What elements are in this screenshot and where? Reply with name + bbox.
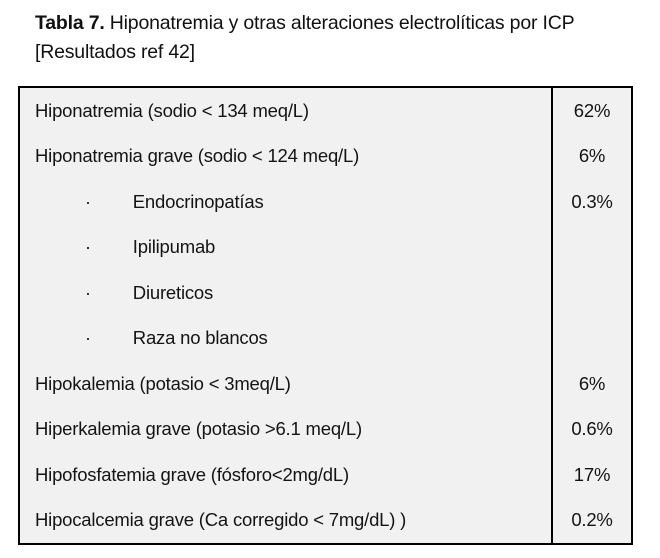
row-label-text: Raza no blancos (132, 327, 268, 349)
table-caption: Tabla 7. Hiponatremia y otras alteracion… (35, 9, 635, 67)
table-row: · Raza no blancos (20, 315, 631, 362)
row-value: 62% (551, 88, 631, 134)
row-label: Hipocalcemia grave (Ca corregido < 7mg/d… (20, 498, 551, 544)
table-row: Hipofosfatemia grave (fósforo<2mg/dL) 17… (20, 452, 631, 498)
row-label: Hiponatremia grave (sodio < 124 meq/L) (20, 134, 551, 180)
row-value: 6% (551, 133, 631, 179)
table-row: Hipokalemia (potasio < 3meq/L) 6% (20, 361, 631, 407)
table-row: · Diureticos (20, 270, 631, 316)
row-value (551, 224, 631, 270)
row-label: Hiponatremia (sodio < 134 meq/L) (20, 88, 551, 134)
table-row: · Ipilipumab (20, 224, 631, 271)
bullet-dot-icon: · (85, 191, 91, 212)
electrolyte-table: Hiponatremia (sodio < 134 meq/L) 62% Hip… (18, 86, 633, 545)
row-label: · Diureticos (20, 270, 551, 316)
row-label: · Endocrinopatías (20, 179, 551, 225)
row-label-text: Hiponatremia (sodio < 134 meq/L) (35, 99, 309, 121)
table-caption-number: Tabla 7. (35, 12, 105, 34)
bullet-dot-icon: · (85, 328, 91, 349)
row-value: 0.2% (551, 497, 631, 543)
table-caption-text: Hiponatremia y otras alteraciones electr… (35, 12, 575, 63)
row-label: Hipokalemia (potasio < 3meq/L) (20, 361, 551, 407)
row-label-text: Hipocalcemia grave (Ca corregido < 7mg/d… (35, 509, 407, 531)
row-value: 6% (551, 361, 631, 407)
row-value (551, 270, 631, 316)
row-label-text: Ipilipumab (132, 236, 216, 258)
bullet-dot-icon: · (85, 282, 91, 303)
row-label: · Ipilipumab (20, 225, 551, 271)
row-label-text: Hipofosfatemia grave (fósforo<2mg/dL) (35, 463, 349, 485)
row-label: Hipofosfatemia grave (fósforo<2mg/dL) (20, 452, 551, 498)
row-label: Hiperkalemia grave (potasio >6.1 meq/L) (20, 407, 551, 453)
row-value: 0.3% (551, 179, 631, 225)
bullet-dot-icon: · (85, 237, 91, 258)
row-label-text: Hiponatremia grave (sodio < 124 meq/L) (35, 145, 360, 167)
row-value (551, 315, 631, 361)
table-row: Hiponatremia (sodio < 134 meq/L) 62% (20, 88, 631, 134)
row-value: 17% (551, 452, 631, 498)
row-label: · Raza no blancos (20, 316, 551, 362)
row-value: 0.6% (551, 406, 631, 452)
row-label-text: Endocrinopatías (132, 190, 264, 212)
table-row: Hiponatremia grave (sodio < 124 meq/L) 6… (20, 133, 631, 180)
table-row: · Endocrinopatías 0.3% (20, 179, 631, 225)
table-row: Hiperkalemia grave (potasio >6.1 meq/L) … (20, 406, 631, 453)
row-label-text: Diureticos (132, 281, 214, 303)
row-label-text: Hiperkalemia grave (potasio >6.1 meq/L) (35, 418, 362, 440)
table-row: Hipocalcemia grave (Ca corregido < 7mg/d… (20, 497, 631, 544)
row-label-text: Hipokalemia (potasio < 3meq/L) (35, 372, 291, 394)
